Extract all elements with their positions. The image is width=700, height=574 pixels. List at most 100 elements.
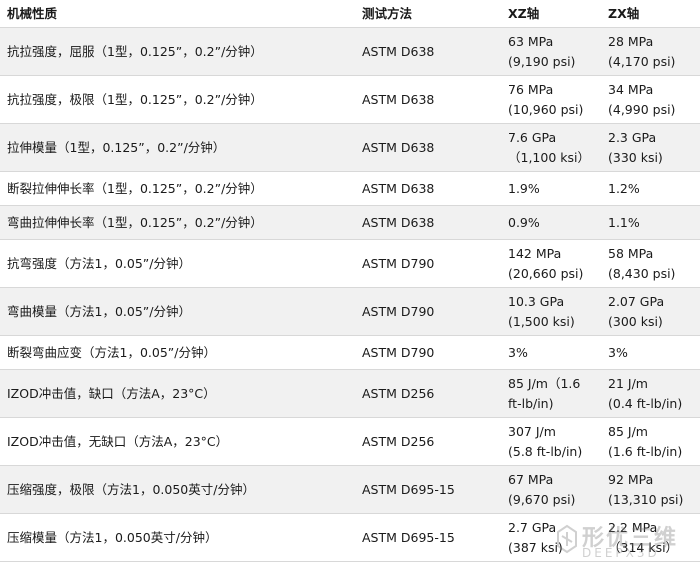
header-xz: XZ轴 — [508, 5, 540, 21]
xz-value-cell: 10.3 GPa (1,500 ksi) — [508, 292, 608, 332]
xz-value-cell: 0.9% — [508, 213, 608, 233]
header-zx: ZX轴 — [608, 5, 640, 21]
xz-value-cell-line: (20,660 psi) — [508, 265, 584, 281]
header-method: 测试方法 — [362, 5, 413, 21]
xz-value-cell-line: (10,960 psi) — [508, 101, 584, 117]
zx-value-cell-line: 1.2% — [608, 180, 640, 196]
table-row: IZOD冲击值，无缺口（方法A，23°C） ASTM D256 307 J/m (5.… — [0, 418, 700, 466]
xz-value-cell-line: 142 MPa — [508, 245, 562, 261]
method-cell: ASTM D256 — [362, 433, 435, 449]
property-cell: 断裂弯曲应变（方法1，0.05”/分钟） — [7, 344, 216, 360]
method-cell: ASTM D695-15 — [362, 529, 455, 545]
zx-value-cell-line: 2.2 MPa — [608, 519, 658, 535]
xz-value-cell: 1.9% — [508, 179, 608, 199]
zx-value-cell-line: (8,430 psi) — [608, 265, 676, 281]
method-cell: ASTM D638 — [362, 180, 435, 196]
table-row: 压缩强度，极限（方法1，0.050英寸/分钟） ASTM D695-15 67 MP… — [0, 466, 700, 514]
xz-value-cell-line: (9,190 psi) — [508, 53, 576, 69]
zx-value-cell: 21 J/m (0.4 ft-lb/in) — [608, 374, 700, 414]
method-cell: ASTM D790 — [362, 344, 435, 360]
zx-value-cell: 1.1% — [608, 213, 700, 233]
zx-value-cell-line: (1.6 ft-lb/in) — [608, 443, 683, 459]
zx-value-cell: 85 J/m (1.6 ft-lb/in) — [608, 422, 700, 462]
zx-value-cell-line: 85 J/m — [608, 423, 648, 439]
zx-value-cell-line: 34 MPa — [608, 81, 654, 97]
zx-value-cell-line: 3% — [608, 344, 628, 360]
zx-value-cell-line: 2.07 GPa — [608, 293, 665, 309]
method-cell: ASTM D638 — [362, 43, 435, 59]
zx-value-cell-line: （314 ksi） — [608, 539, 679, 555]
method-cell: ASTM D695-15 — [362, 481, 455, 497]
zx-value-cell-line: 92 MPa — [608, 471, 654, 487]
zx-value-cell-line: (4,170 psi) — [608, 53, 676, 69]
xz-value-cell-line: 2.7 GPa — [508, 519, 557, 535]
property-cell: 压缩强度，极限（方法1，0.050英寸/分钟） — [7, 481, 255, 497]
property-cell: 拉伸模量（1型，0.125”，0.2”/分钟） — [7, 139, 226, 155]
xz-value-cell-line: (387 ksi) — [508, 539, 563, 555]
xz-value-cell: 307 J/m (5.8 ft-lb/in) — [508, 422, 608, 462]
xz-value-cell-line: 63 MPa — [508, 33, 554, 49]
xz-value-cell-line: 10.3 GPa — [508, 293, 565, 309]
method-cell: ASTM D638 — [362, 91, 435, 107]
zx-value-cell: 28 MPa (4,170 psi) — [608, 32, 700, 72]
table-row: 弯曲拉伸伸长率（1型，0.125”，0.2”/分钟） ASTM D638 0.9% 1… — [0, 206, 700, 240]
xz-value-cell-line: 1.9% — [508, 180, 540, 196]
zx-value-cell-line: 28 MPa — [608, 33, 654, 49]
property-cell: 弯曲模量（方法1，0.05”/分钟） — [7, 303, 191, 319]
zx-value-cell: 1.2% — [608, 179, 700, 199]
property-cell: 弯曲拉伸伸长率（1型，0.125”，0.2”/分钟） — [7, 214, 263, 230]
xz-value-cell: 76 MPa (10,960 psi) — [508, 80, 608, 120]
xz-value-cell-line: ft-lb/in) — [508, 395, 554, 411]
zx-value-cell: 2.2 MPa （314 ksi） — [608, 518, 700, 558]
table-row: 抗拉强度，屈服（1型，0.125”，0.2”/分钟） ASTM D638 63 MP… — [0, 28, 700, 76]
zx-value-cell: 92 MPa (13,310 psi) — [608, 470, 700, 510]
xz-value-cell-line: 307 J/m — [508, 423, 556, 439]
xz-value-cell: 85 J/m（1.6 ft-lb/in) — [508, 374, 608, 414]
method-cell: ASTM D256 — [362, 385, 435, 401]
header-property: 机械性质 — [7, 5, 58, 21]
zx-value-cell-line: (330 ksi) — [608, 149, 663, 165]
xz-value-cell-line: 85 J/m（1.6 — [508, 375, 581, 391]
table-row: 压缩模量（方法1，0.050英寸/分钟） ASTM D695-15 2.7 GPa (… — [0, 514, 700, 562]
xz-value-cell: 2.7 GPa (387 ksi) — [508, 518, 608, 558]
zx-value-cell: 58 MPa (8,430 psi) — [608, 244, 700, 284]
method-cell: ASTM D790 — [362, 255, 435, 271]
xz-value-cell-line: 76 MPa — [508, 81, 554, 97]
property-cell: 抗弯强度（方法1，0.05”/分钟） — [7, 255, 191, 271]
property-cell: 抗拉强度，极限（1型，0.125”，0.2”/分钟） — [7, 91, 263, 107]
property-cell: IZOD冲击值，缺口（方法A，23°C） — [7, 385, 216, 401]
table-row: 抗拉强度，极限（1型，0.125”，0.2”/分钟） ASTM D638 76 MP… — [0, 76, 700, 124]
xz-value-cell: 67 MPa (9,670 psi) — [508, 470, 608, 510]
table-row: 抗弯强度（方法1，0.05”/分钟） ASTM D790 142 MPa (20,66… — [0, 240, 700, 288]
zx-value-cell-line: 2.3 GPa — [608, 129, 657, 145]
zx-value-cell-line: (4,990 psi) — [608, 101, 676, 117]
xz-value-cell: 63 MPa (9,190 psi) — [508, 32, 608, 72]
zx-value-cell-line: (0.4 ft-lb/in) — [608, 395, 683, 411]
table-header: 机械性质 测试方法 XZ轴 ZX轴 — [0, 0, 700, 28]
zx-value-cell-line: 21 J/m — [608, 375, 648, 391]
zx-value-cell-line: 58 MPa — [608, 245, 654, 261]
xz-value-cell-line: （1,100 ksi） — [508, 149, 590, 165]
method-cell: ASTM D638 — [362, 139, 435, 155]
table-row: 断裂弯曲应变（方法1，0.05”/分钟） ASTM D790 3% 3% — [0, 336, 700, 370]
xz-value-cell: 142 MPa (20,660 psi) — [508, 244, 608, 284]
properties-table: 机械性质 测试方法 XZ轴 ZX轴 抗拉强度，屈服（1型，0.125”，0.2”… — [0, 0, 700, 562]
zx-value-cell-line: (13,310 psi) — [608, 491, 684, 507]
property-cell: 压缩模量（方法1，0.050英寸/分钟） — [7, 529, 218, 545]
zx-value-cell-line: 1.1% — [608, 214, 640, 230]
table-row: IZOD冲击值，缺口（方法A，23°C） ASTM D256 85 J/m（1.6 f… — [0, 370, 700, 418]
method-cell: ASTM D638 — [362, 214, 435, 230]
xz-value-cell-line: (9,670 psi) — [508, 491, 576, 507]
table-row: 拉伸模量（1型，0.125”，0.2”/分钟） ASTM D638 7.6 GPa （… — [0, 124, 700, 172]
property-cell: 断裂拉伸伸长率（1型，0.125”，0.2”/分钟） — [7, 180, 263, 196]
xz-value-cell-line: 0.9% — [508, 214, 540, 230]
zx-value-cell: 2.3 GPa (330 ksi) — [608, 128, 700, 168]
property-cell: IZOD冲击值，无缺口（方法A，23°C） — [7, 433, 229, 449]
zx-value-cell: 3% — [608, 343, 700, 363]
zx-value-cell: 2.07 GPa (300 ksi) — [608, 292, 700, 332]
xz-value-cell-line: 7.6 GPa — [508, 129, 557, 145]
xz-value-cell-line: 67 MPa — [508, 471, 554, 487]
xz-value-cell-line: (1,500 ksi) — [508, 313, 575, 329]
zx-value-cell: 34 MPa (4,990 psi) — [608, 80, 700, 120]
zx-value-cell-line: (300 ksi) — [608, 313, 663, 329]
